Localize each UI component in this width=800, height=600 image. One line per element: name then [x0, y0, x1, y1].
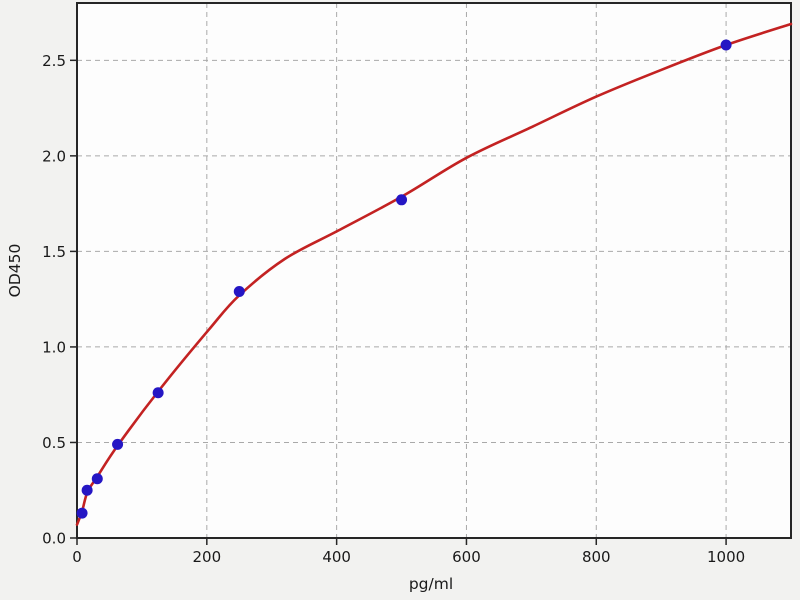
data-point — [233, 286, 245, 298]
y-tick-label: 1.0 — [42, 338, 66, 356]
y-axis-label: OD450 — [6, 244, 24, 298]
x-tick-label: 200 — [192, 548, 221, 566]
y-tick-label: 1.5 — [42, 243, 66, 261]
data-point — [720, 39, 732, 51]
data-point — [76, 507, 88, 519]
x-tick-label: 600 — [452, 548, 481, 566]
plot-area — [77, 3, 791, 538]
y-tick-label: 0.0 — [42, 530, 66, 548]
data-point — [396, 194, 408, 206]
data-point — [152, 387, 164, 399]
y-tick-label: 0.5 — [42, 434, 66, 452]
axes-spines — [76, 2, 792, 539]
x-tick-label: 400 — [322, 548, 351, 566]
x-axis-label: pg/ml — [409, 575, 453, 593]
y-tick-label: 2.0 — [42, 147, 66, 165]
data-point — [91, 473, 103, 485]
data-point — [81, 484, 93, 496]
data-point — [112, 438, 124, 450]
x-tick-label: 1000 — [707, 548, 745, 566]
y-tick-label: 2.5 — [42, 52, 66, 70]
x-tick-label: 800 — [582, 548, 611, 566]
x-tick-label: 0 — [72, 548, 82, 566]
